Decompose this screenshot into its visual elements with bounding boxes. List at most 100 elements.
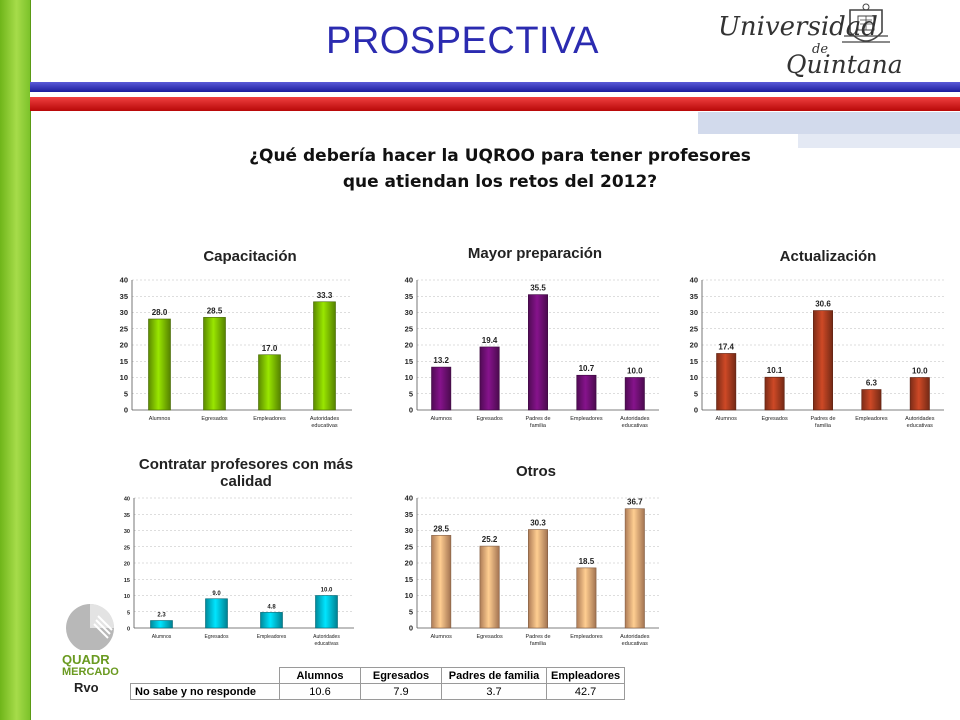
y-tick-label: 25 xyxy=(124,545,130,551)
table-cell: 3.7 xyxy=(441,683,547,700)
chart-title-capacitacion: Capacitación xyxy=(203,248,297,265)
bar xyxy=(150,620,173,629)
data-label: 2.3 xyxy=(157,613,166,619)
quadrante-logo-text2: MERCADO xyxy=(62,666,119,678)
y-tick-label: 15 xyxy=(405,357,413,366)
university-seal-icon xyxy=(842,3,890,43)
bar xyxy=(576,374,597,411)
y-tick-label: 0 xyxy=(409,406,413,415)
y-tick-label: 20 xyxy=(690,341,698,350)
chart-actualizacion: 0 5 10 15 20 25 30 35 40 17.4 Alumnos 10.1 Egresados… xyxy=(690,276,944,429)
x-tick-label: Autoridades educativas xyxy=(310,416,340,429)
x-tick-label: Autoridades educativas xyxy=(620,416,650,429)
data-label: 30.3 xyxy=(530,519,546,528)
table-row: No sabe y no responde 10.6 7.9 3.7 42.7 xyxy=(130,683,626,700)
y-tick-label: 20 xyxy=(405,341,413,350)
data-label: 36.7 xyxy=(627,498,643,507)
x-tick-label: Empleadores xyxy=(253,416,286,422)
y-tick-label: 35 xyxy=(124,513,130,519)
chart-capacitacion: 0 5 10 15 20 25 30 35 40 28.0 Alumnos 28.5 Egresados… xyxy=(120,276,352,429)
bar xyxy=(479,346,500,411)
y-tick-label: 15 xyxy=(405,575,413,584)
y-tick-label: 40 xyxy=(405,494,413,503)
header-stripe-blue xyxy=(30,82,960,92)
logo-line2: de xyxy=(812,42,829,57)
data-label: 30.6 xyxy=(815,300,831,309)
bar xyxy=(716,353,737,411)
y-tick-label: 25 xyxy=(690,324,698,333)
x-tick-label: Autoridades educativas xyxy=(620,634,650,647)
y-tick-label: 5 xyxy=(694,389,698,398)
x-tick-label: Padres de familia xyxy=(810,416,835,429)
x-tick-label: Alumnos xyxy=(152,634,172,640)
bar xyxy=(258,354,281,411)
quadrante-logo-text1: QUADR xyxy=(62,652,110,667)
y-tick-label: 10 xyxy=(690,373,698,382)
data-label: 17.4 xyxy=(718,342,734,351)
chart-title-otros: Otros xyxy=(515,463,556,480)
logo-line1: Universidad xyxy=(718,12,878,42)
table-cell: 7.9 xyxy=(360,683,442,700)
x-tick-label: Alumnos xyxy=(715,416,737,422)
x-tick-label: Empleadores xyxy=(855,416,888,422)
x-tick-label: Alumnos xyxy=(430,634,452,640)
bar xyxy=(624,508,645,629)
y-tick-label: 20 xyxy=(405,559,413,568)
y-tick-label: 0 xyxy=(409,624,413,633)
y-tick-label: 25 xyxy=(405,542,413,551)
y-tick-label: 0 xyxy=(127,627,130,633)
table-header-cell: Empleadores xyxy=(545,667,626,684)
x-tick-label: Egresados xyxy=(761,416,788,422)
y-tick-label: 30 xyxy=(124,529,130,535)
data-label: 10.1 xyxy=(767,366,783,375)
data-label: 10.0 xyxy=(912,367,928,376)
chart-title-contratar: Contratar profesores con más calidad xyxy=(138,456,354,490)
table-header-cell xyxy=(130,667,280,684)
chart-mayor-preparacion: 0 5 10 15 20 25 30 35 40 13.2 Alumnos 19.4 Egresados… xyxy=(405,276,659,429)
bar xyxy=(528,529,548,629)
question-line2: que atiendan los retos del 2012? xyxy=(342,172,658,192)
data-label: 10.0 xyxy=(627,367,643,376)
y-tick-label: 5 xyxy=(124,389,128,398)
data-label: 13.2 xyxy=(433,356,449,365)
y-tick-label: 40 xyxy=(690,276,698,285)
x-tick-label: Empleadores xyxy=(257,634,287,640)
y-tick-label: 15 xyxy=(690,357,698,366)
table-header-cell: Alumnos xyxy=(279,667,361,684)
question-heading: ¿Qué debería hacer la UQROO para tener p… xyxy=(150,143,850,195)
bar xyxy=(205,598,228,629)
x-tick-label: Alumnos xyxy=(430,416,452,422)
y-tick-label: 30 xyxy=(405,526,413,535)
data-label: 19.4 xyxy=(482,336,498,345)
x-tick-label: Autoridades educativas xyxy=(905,416,935,429)
x-tick-label: Padres de familia xyxy=(525,634,550,647)
x-tick-label: Egresados xyxy=(201,416,228,422)
y-tick-label: 35 xyxy=(120,292,128,301)
quadrante-logo-text3: Rvo xyxy=(74,680,99,695)
chart-title-actualizacion: Actualización xyxy=(779,248,877,265)
y-tick-label: 10 xyxy=(405,373,413,382)
y-tick-label: 35 xyxy=(690,292,698,301)
data-label: 9.0 xyxy=(212,591,221,597)
bar xyxy=(313,301,336,411)
bar xyxy=(479,545,500,629)
page-title: PROSPECTIVA xyxy=(326,20,599,62)
data-label: 25.2 xyxy=(482,535,498,544)
header-stripe-gap xyxy=(30,92,960,97)
bar xyxy=(431,535,452,629)
data-label: 10.0 xyxy=(321,588,333,594)
data-label: 35.5 xyxy=(530,284,546,293)
y-tick-label: 30 xyxy=(120,308,128,317)
y-tick-label: 10 xyxy=(120,373,128,382)
data-label: 4.8 xyxy=(267,604,276,610)
left-accent-bar xyxy=(0,0,31,720)
x-tick-label: Empleadores xyxy=(570,634,603,640)
x-tick-label: Padres de familia xyxy=(525,416,550,429)
bar xyxy=(148,318,171,411)
y-tick-label: 40 xyxy=(120,276,128,285)
bar xyxy=(764,376,785,411)
table-header-cell: Egresados xyxy=(360,667,442,684)
data-label: 28.5 xyxy=(433,524,449,533)
x-tick-label: Egresados xyxy=(476,416,503,422)
bar xyxy=(909,377,930,411)
